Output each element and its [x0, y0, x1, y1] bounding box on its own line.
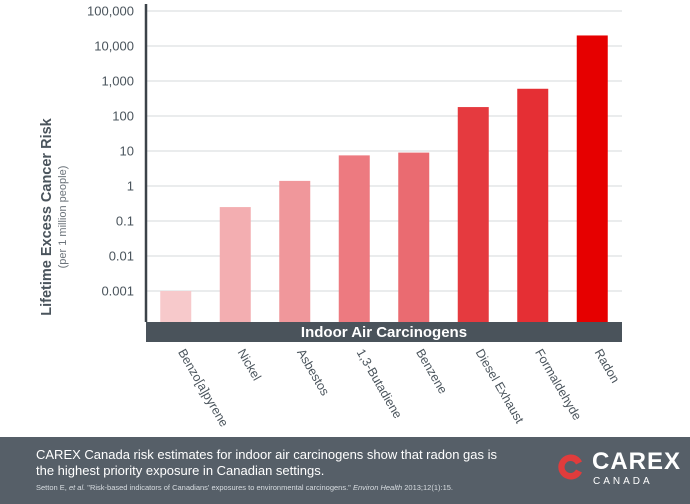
category-labels: Benzo[a]pyrene Nickel Asbestos 1,3-Butadien…: [175, 347, 622, 430]
gridlines: [146, 10, 622, 292]
category-label: Nickel: [235, 347, 264, 383]
category-label: Diesel Exhaust: [473, 347, 527, 427]
bars: [160, 35, 608, 322]
y-tick-label: 10: [120, 144, 134, 159]
bar-asbestos: [279, 180, 311, 322]
y-tick-label: 1,000: [101, 74, 134, 89]
chart: 0.001 0.01 0.1 1 10 100 1,000 10,000 100,000 Ind…: [39, 4, 622, 430]
y-tick-label: 0.01: [109, 249, 134, 264]
y-tick-label: 100,000: [87, 4, 134, 19]
y-tick-label: 100: [112, 109, 134, 124]
citation-ref: 2013;12(1):15.: [402, 483, 454, 492]
bar-formaldehyde: [517, 88, 549, 322]
carex-logo: CAREX CANADA: [556, 449, 680, 493]
carex-logo-mark-icon: [558, 454, 582, 480]
logo-subtitle: CANADA: [593, 476, 653, 487]
y-axis-sublabel: (per 1 million people): [57, 166, 69, 269]
citation: Setton E, et al. "Risk-based indicators …: [36, 483, 556, 492]
bar-nickel: [219, 207, 251, 322]
citation-authors: Setton E,: [36, 483, 69, 492]
category-label: Formaldehyde: [532, 347, 584, 423]
y-tick-label: 10,000: [94, 39, 134, 54]
bar-benzo-a-pyrene: [160, 291, 192, 322]
category-label: Radon: [592, 347, 623, 386]
y-tick-labels: 0.001 0.01 0.1 1 10 100 1,000 10,000 100,000: [87, 4, 134, 299]
bar-radon: [576, 35, 608, 322]
category-label: Benzene: [413, 347, 450, 397]
category-label: 1,3-Butadiene: [354, 347, 405, 421]
x-axis-band: [146, 322, 622, 342]
y-tick-label: 0.1: [116, 214, 134, 229]
y-axis-label: Lifetime Excess Cancer Risk: [39, 117, 55, 315]
summary-text: CAREX Canada risk estimates for indoor a…: [36, 447, 497, 478]
citation-journal: Environ Health: [352, 483, 403, 492]
citation-title: "Risk-based indicators of Canadians' exp…: [85, 483, 353, 492]
citation-etal: et al.: [68, 483, 86, 492]
y-tick-label: 1: [127, 179, 134, 194]
bar-benzene: [398, 152, 430, 322]
category-label: Benzo[a]pyrene: [175, 347, 231, 430]
logo-name: CAREX: [592, 448, 682, 475]
bar-1-3-butadiene: [338, 155, 370, 322]
bar-diesel-exhaust: [457, 107, 489, 322]
category-label: Asbestos: [294, 347, 332, 399]
footer-banner: CAREX Canada risk estimates for indoor a…: [0, 437, 690, 504]
x-axis-label: Indoor Air Carcinogens: [301, 324, 467, 341]
y-tick-label: 0.001: [101, 284, 134, 299]
